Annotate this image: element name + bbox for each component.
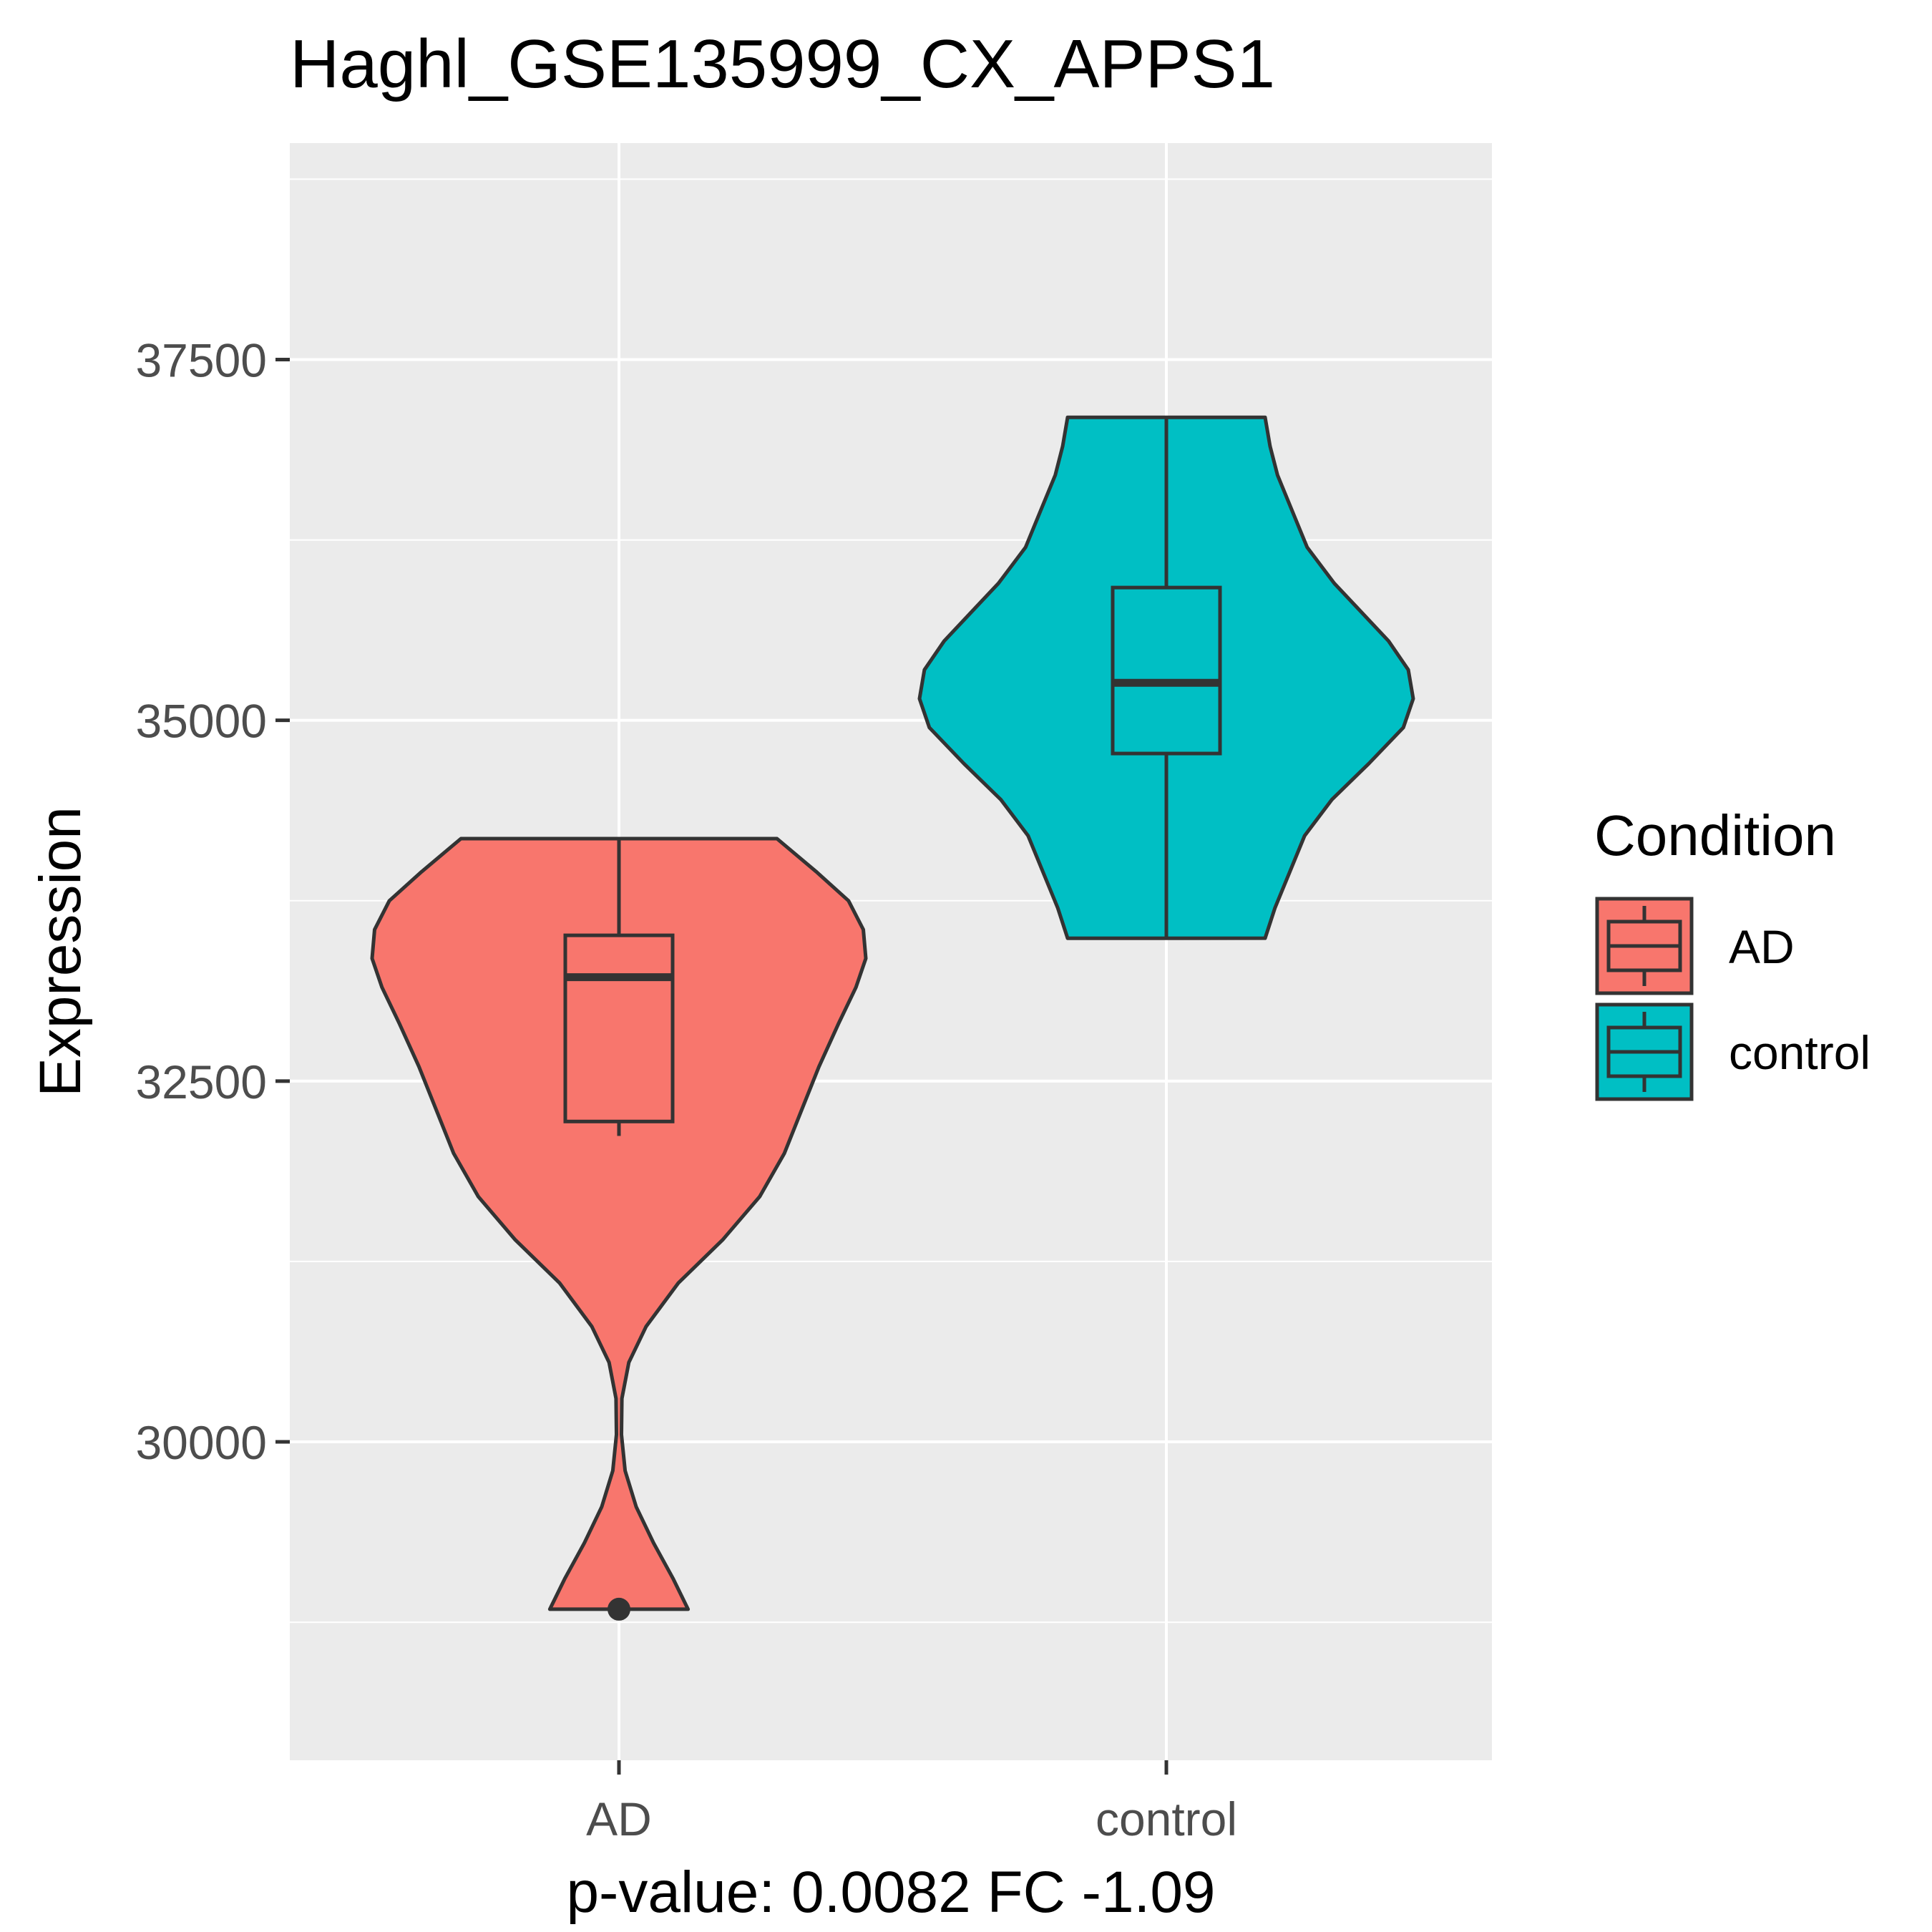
legend-label-AD: AD — [1729, 920, 1795, 973]
y-axis: 30000 32500 35000 37500 — [135, 334, 290, 1469]
y-tick-label: 35000 — [135, 695, 267, 748]
x-axis-title: p-value: 0.0082 FC -1.09 — [566, 1860, 1215, 1925]
chart-title: Haghl_GSE135999_CX_APPS1 — [290, 26, 1275, 102]
x-tick-label: AD — [586, 1792, 652, 1845]
box-control — [1111, 585, 1222, 756]
x-tick-label: control — [1096, 1792, 1237, 1845]
y-axis-title: Expression — [28, 806, 93, 1097]
legend-title: Condition — [1594, 804, 1836, 867]
y-tick-label: 30000 — [135, 1416, 267, 1469]
legend: Condition AD control — [1594, 804, 1870, 1101]
y-tick-label: 32500 — [135, 1055, 267, 1108]
violins — [370, 415, 1415, 1621]
x-axis: AD control — [586, 1760, 1237, 1845]
box-AD — [563, 933, 675, 1123]
y-tick-label: 37500 — [135, 334, 267, 387]
legend-label-control: control — [1729, 1026, 1870, 1079]
violin-AD — [370, 836, 868, 1611]
outlier-point — [608, 1597, 630, 1621]
